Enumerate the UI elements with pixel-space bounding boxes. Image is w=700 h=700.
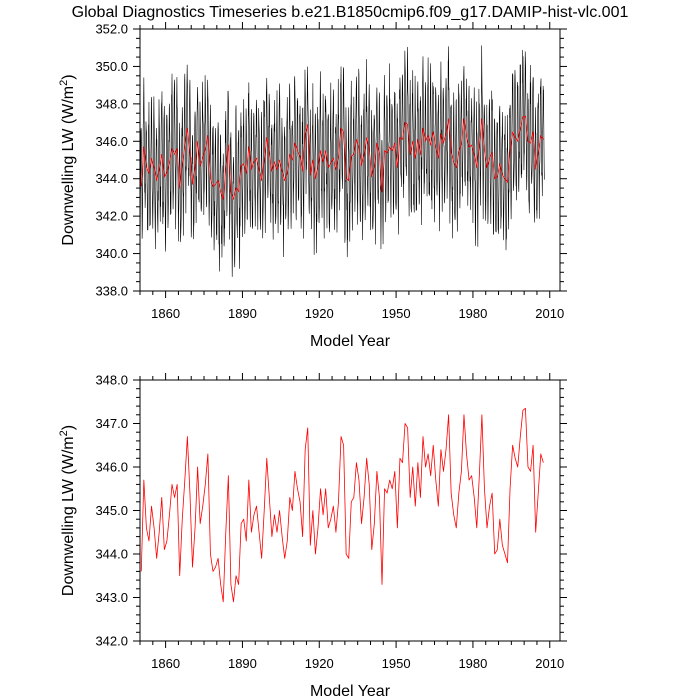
y-tick-label: 344.0: [95, 171, 128, 186]
x-tick-label: 1980: [458, 656, 487, 671]
plot-area: [140, 45, 545, 277]
y-axis-label-main: Downwelling LW (W/m: [60, 86, 77, 246]
plot-frame: [139, 28, 561, 292]
y-axis-label: Downwelling LW (W/m2): [58, 74, 77, 245]
x-tick-label: 1980: [458, 306, 487, 321]
x-tick-label: 1860: [151, 306, 180, 321]
top-panel: 1860 1890 1920 1950 1980 2010 338.0 340.0 342.0 3…: [58, 22, 567, 350]
x-tick-label: 1890: [228, 656, 257, 671]
plot-area: [140, 407, 544, 603]
y-tick-label: 348.0: [95, 373, 128, 388]
y-tick-label: 350.0: [95, 59, 128, 74]
y-tick-label: 347.0: [95, 416, 128, 431]
y-axis-label: Downwelling LW (W/m2): [58, 425, 77, 596]
y-tick-label: 352.0: [95, 22, 128, 37]
x-tick-label: 1950: [382, 306, 411, 321]
y-tick-label: 342.0: [95, 209, 128, 224]
x-tick-label: 1860: [151, 656, 180, 671]
y-tick-label: 342.0: [95, 634, 128, 649]
plot-frame: [139, 379, 561, 642]
y-tick-label: 346.0: [95, 460, 128, 475]
y-tick-label: 338.0: [95, 284, 128, 299]
x-axis-label: Model Year: [310, 333, 391, 350]
monthly-series-line: [140, 45, 545, 277]
y-tick-label: 346.0: [95, 134, 128, 149]
x-tick-label: 1890: [228, 306, 257, 321]
annual-series-line: [140, 407, 544, 603]
y-tick-label: 340.0: [95, 246, 128, 261]
y-tick-label: 344.0: [95, 547, 128, 562]
y-axis-label-superscript: 2: [58, 430, 70, 436]
y-tick-label: 343.0: [95, 590, 128, 605]
x-tick-label: 1920: [305, 656, 334, 671]
figure-title: Global Diagnostics Timeseries b.e21.B185…: [72, 4, 629, 21]
y-tick-label: 348.0: [95, 96, 128, 111]
y-axis-label-close: ): [60, 74, 77, 79]
annual-series-line: [140, 115, 544, 200]
y-axis-label-main: Downwelling LW (W/m: [60, 436, 77, 596]
y-tick-label: 345.0: [95, 503, 128, 518]
x-axis-label: Model Year: [310, 683, 391, 700]
y-axis-label-close: ): [60, 425, 77, 430]
x-tick-label: 2010: [535, 306, 564, 321]
bottom-panel: 1860 1890 1920 1950 1980 2010 342.0 343.0 344.0 3…: [58, 373, 567, 700]
x-tick-label: 1920: [305, 306, 334, 321]
x-tick-label: 2010: [535, 656, 564, 671]
y-axis-label-superscript: 2: [58, 80, 70, 86]
x-tick-label: 1950: [382, 656, 411, 671]
